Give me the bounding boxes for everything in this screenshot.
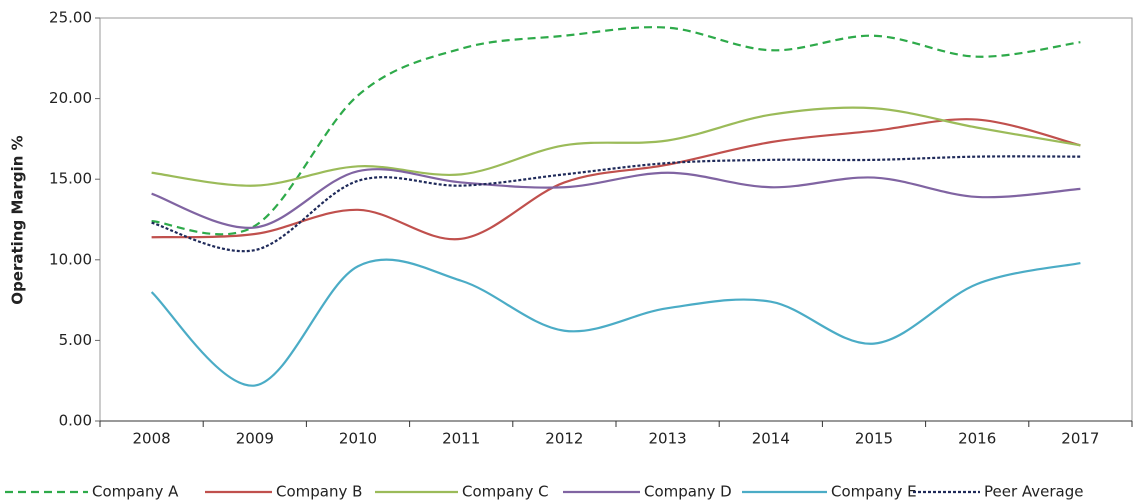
y-tick-label: 20.00: [49, 89, 92, 107]
y-tick-label: 5.00: [59, 331, 92, 349]
x-tick-label: 2013: [649, 430, 687, 448]
x-tick-label: 2015: [855, 430, 893, 448]
legend-label: Company C: [462, 483, 549, 501]
series-line: [151, 118, 1081, 241]
x-tick-label: 2017: [1061, 430, 1099, 448]
x-tick-label: 2010: [339, 430, 377, 448]
x-tick-label: 2014: [752, 430, 790, 448]
x-tick-label: 2008: [133, 430, 171, 448]
series-line: [151, 155, 1081, 253]
legend-label: Company E: [831, 483, 917, 501]
series-line: [150, 258, 1081, 387]
x-tick-label: 2011: [442, 430, 480, 448]
plot-frame: [99, 17, 1133, 422]
y-tick-label: 0.00: [59, 412, 92, 430]
series-line: [151, 106, 1081, 187]
y-tick-label: 10.00: [49, 250, 92, 268]
legend-label: Company A: [92, 483, 179, 501]
y-tick-label: 15.00: [49, 170, 92, 188]
x-tick-label: 2016: [958, 430, 996, 448]
x-tick-label: 2009: [236, 430, 274, 448]
series-line: [151, 26, 1081, 236]
legend-label: Company D: [644, 483, 732, 501]
x-tick-label: 2012: [545, 430, 583, 448]
legend-label: Company B: [276, 483, 362, 501]
y-axis-label: Operating Margin %: [9, 135, 27, 304]
legend-label: Peer Average: [984, 483, 1084, 501]
series-line: [151, 168, 1081, 229]
y-tick-label: 25.00: [49, 9, 92, 27]
